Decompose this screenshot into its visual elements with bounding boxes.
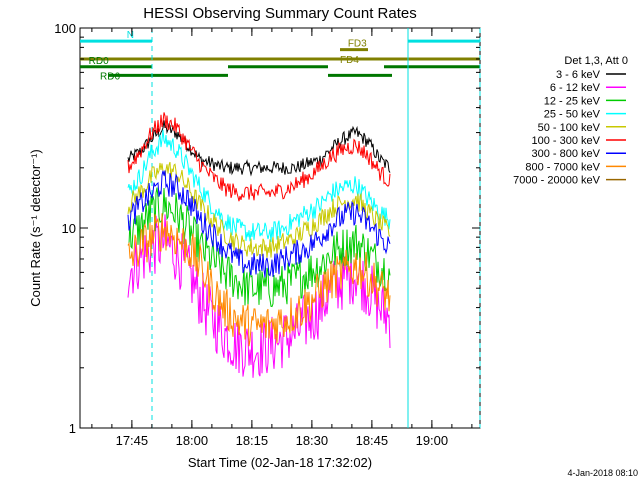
flag-label: N [127,30,134,41]
series-line [127,170,391,278]
x-tick-label: 17:45 [116,433,149,448]
legend-entry-label: 300 - 800 keV [532,148,601,160]
timestamp-label: 4-Jan-2018 08:10 [567,468,638,478]
plot-border [79,27,481,429]
flag-label: FD4 [340,55,359,66]
y-axis-label: Count Rate (s⁻¹ detector⁻¹) [28,149,43,307]
y-tick-label: 10 [62,221,76,236]
legend-entry-label: 12 - 25 keV [544,95,601,107]
series-lines [127,112,391,378]
series-line [127,120,391,177]
legend-entry-label: 7000 - 20000 keV [513,175,601,187]
x-tick-label: 19:00 [416,433,449,448]
legend-entry-label: 6 - 12 keV [550,82,601,94]
x-tick-label: 18:30 [296,433,329,448]
flag-label: RD0 [89,56,109,67]
flag-label: FD3 [348,39,367,50]
axis-ticks: 17:45 18:00 18:15 18:30 18:45 19:00 1 10 100 [54,21,480,448]
x-tick-label: 18:15 [236,433,269,448]
series-line [127,129,391,242]
legend-entry-label: 50 - 100 keV [538,122,601,134]
x-axis-label: Start Time (02-Jan-18 17:32:02) [188,455,372,470]
y-tick-label: 100 [54,21,76,36]
legend-entry-label: 100 - 300 keV [532,135,601,147]
series-line [127,112,391,202]
chart-title: HESSI Observing Summary Count Rates [143,5,416,22]
x-tick-label: 18:45 [356,433,389,448]
legend-header: Det 1,3, Att 0 [564,55,628,67]
series-line [127,214,391,378]
y-tick-label: 1 [69,421,76,436]
plot-frame [79,27,481,429]
series-line [127,213,391,347]
legend-entry-label: 3 - 6 keV [556,69,601,81]
x-tick-label: 18:00 [176,433,209,448]
legend-entry-label: 800 - 7000 keV [525,161,600,173]
legend-entry-label: 25 - 50 keV [544,109,601,121]
observing-flags: N FD3 FD4 RD0 RD6 [80,30,480,82]
flag-label: RD6 [100,71,120,82]
